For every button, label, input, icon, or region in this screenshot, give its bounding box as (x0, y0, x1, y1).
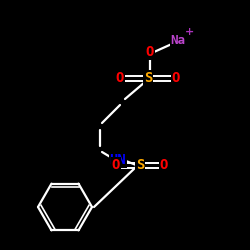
Text: HN: HN (110, 153, 126, 167)
Text: S: S (144, 71, 152, 85)
Text: O: O (172, 71, 180, 85)
Text: O: O (160, 158, 168, 172)
Text: +: + (186, 27, 194, 37)
Text: O: O (112, 158, 120, 172)
Text: S: S (136, 158, 144, 172)
Text: O: O (146, 45, 154, 59)
Text: Na: Na (170, 34, 186, 46)
Text: O: O (116, 71, 124, 85)
